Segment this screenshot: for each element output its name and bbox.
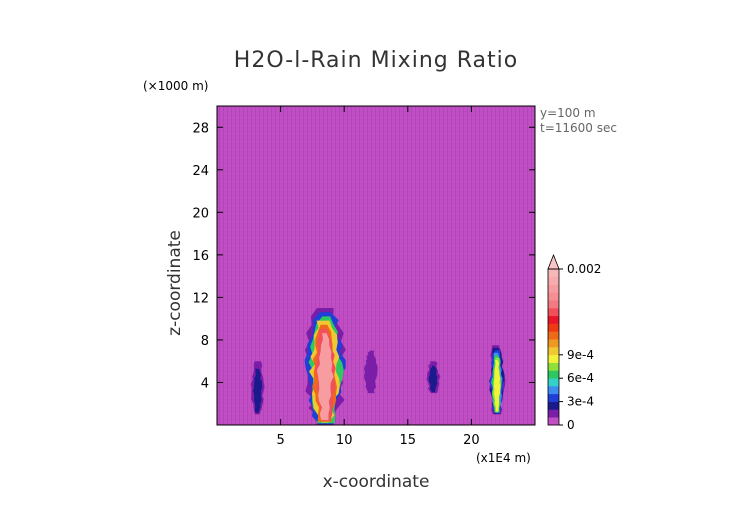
y-axis: 4 8 12 16 20 24 28 — [192, 121, 535, 391]
colorbar-segment — [548, 284, 559, 293]
colorbar-segment — [548, 409, 559, 418]
colorbar-segment — [548, 292, 559, 301]
rain-feature — [250, 361, 265, 415]
annotation-y: y=100 m — [540, 106, 596, 120]
rain-contour — [254, 372, 261, 413]
colorbar-tick-label: 6e-4 — [567, 371, 594, 385]
rain-contour — [430, 368, 437, 392]
plot-frame — [216, 105, 536, 426]
chart-title: H2O-l-Rain Mixing Ratio — [234, 48, 518, 73]
colorbar-segment — [548, 347, 559, 356]
y-tick-label: 20 — [192, 206, 209, 221]
colorbar-segment — [548, 401, 559, 410]
rain-contour — [493, 360, 501, 412]
x-tick-label: 20 — [463, 433, 480, 448]
colorbar-segment — [548, 308, 559, 317]
x-axis-title: x-coordinate — [323, 472, 430, 492]
rain-contour — [367, 359, 375, 392]
colorbar-tick-label: 9e-4 — [567, 348, 594, 362]
colorbar-segment — [548, 362, 559, 371]
rain-feature — [426, 361, 441, 394]
colorbar-segment — [548, 386, 559, 395]
x-tick-label: 15 — [400, 433, 417, 448]
rain-features — [250, 308, 506, 425]
colorbar-tick-label: 0 — [567, 418, 575, 432]
colorbar-segment — [548, 269, 559, 278]
y-tick-label: 12 — [192, 291, 209, 306]
colorbar-segment — [548, 393, 559, 402]
y-unit-label: (×1000 m) — [143, 79, 208, 93]
rain-feature — [489, 345, 506, 415]
rain-contour — [316, 333, 334, 420]
y-tick-label: 4 — [201, 376, 209, 391]
y-tick-label: 28 — [192, 121, 209, 136]
colorbar-segment — [548, 339, 559, 348]
x-axis: 5 10 15 20 — [276, 106, 480, 448]
annotation-t: t=11600 sec — [540, 121, 617, 135]
colorbar-extend-arrow — [547, 253, 560, 270]
rain-feature — [304, 308, 346, 425]
x-unit-label: (x1E4 m) — [476, 451, 531, 465]
colorbar-segment — [548, 323, 559, 332]
colorbar-segment — [548, 354, 559, 363]
colorbar-frame — [547, 268, 560, 426]
y-axis-title: z-coordinate — [165, 230, 185, 336]
x-tick-label: 10 — [336, 433, 353, 448]
x-tick-label: 5 — [276, 433, 284, 448]
y-tick-label: 24 — [192, 164, 209, 179]
colorbar-segment — [548, 315, 559, 324]
colorbar-segment — [548, 370, 559, 379]
colorbar-segment — [548, 331, 559, 340]
colorbar-segment — [548, 417, 559, 426]
colorbar-tick-label: 3e-4 — [567, 395, 594, 409]
y-tick-label: 8 — [201, 334, 209, 349]
colorbar: 0 3e-4 6e-4 9e-4 0.002 — [547, 253, 601, 432]
colorbar-segment — [548, 300, 559, 309]
colorbar-segment — [548, 378, 559, 387]
colorbar-segment — [548, 276, 559, 285]
colorbar-tick-label: 0.002 — [567, 262, 601, 276]
rain-feature — [364, 350, 378, 394]
y-tick-label: 16 — [192, 249, 209, 264]
